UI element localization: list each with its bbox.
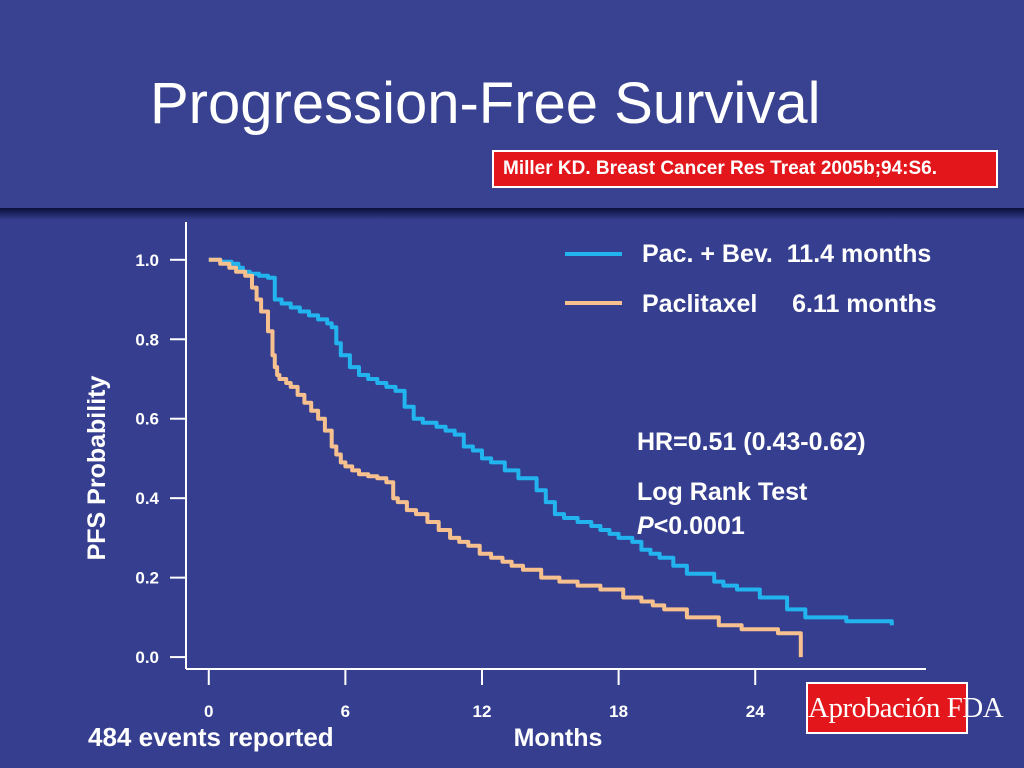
y-tick-label: 0.8 xyxy=(135,330,159,349)
fda-approval-badge: Aprobación FDA xyxy=(806,682,1004,734)
p-value-symbol: P xyxy=(637,512,654,540)
title-band-shadow xyxy=(0,208,1024,220)
slide-title: Progression-Free Survival xyxy=(150,71,821,136)
statistics-annotation: HR=0.51 (0.43-0.62) Log Rank Test P<0.00… xyxy=(637,428,866,540)
legend-label-paclitaxel: Paclitaxel 6.11 months xyxy=(642,290,937,318)
y-axis-label: PFS Probability xyxy=(83,376,111,561)
events-reported-note: 484 events reported xyxy=(88,722,334,752)
x-tick-label: 0 xyxy=(204,702,213,721)
chart-axes xyxy=(185,222,926,670)
p-value-number: <0.0001 xyxy=(654,512,745,540)
x-axis-label: Months xyxy=(514,724,603,752)
hazard-ratio-text: HR=0.51 (0.43-0.62) xyxy=(637,428,866,456)
y-tick-label: 0.0 xyxy=(135,648,159,667)
x-tick-label: 18 xyxy=(609,702,628,721)
y-tick-label: 0.6 xyxy=(135,410,159,429)
y-tick-label: 1.0 xyxy=(135,251,159,270)
x-ticks: 0 6 12 18 24 xyxy=(204,669,765,721)
p-value-text: P<0.0001 xyxy=(637,512,745,540)
x-tick-label: 6 xyxy=(341,702,350,721)
paclitaxel-curve xyxy=(208,257,803,658)
y-tick-label: 0.4 xyxy=(135,489,159,508)
y-ticks: 0.0 0.2 0.4 0.6 0.8 1.0 xyxy=(135,251,186,667)
x-tick-label: 24 xyxy=(746,702,765,721)
legend-label-pac-bev: Pac. + Bev. 11.4 months xyxy=(642,240,931,268)
legend: Pac. + Bev. 11.4 months Paclitaxel 6.11 … xyxy=(565,240,937,318)
citation-box: Miller KD. Breast Cancer Res Treat 2005b… xyxy=(492,150,998,188)
survival-curves xyxy=(208,257,894,658)
x-tick-label: 12 xyxy=(473,702,492,721)
y-tick-label: 0.2 xyxy=(135,569,159,588)
pac-bev-curve xyxy=(208,257,894,626)
log-rank-test-text: Log Rank Test xyxy=(637,478,808,506)
